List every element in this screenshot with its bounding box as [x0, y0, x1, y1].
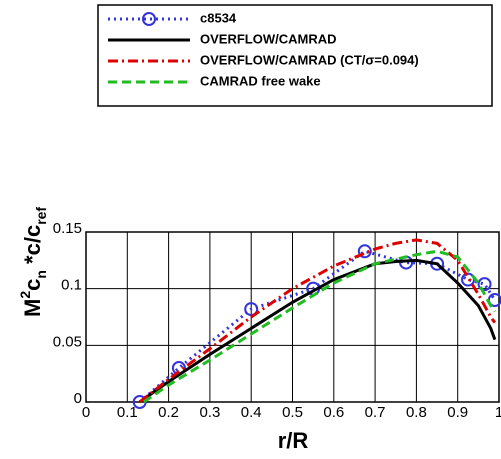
y-label-part: 2: [17, 291, 33, 299]
x-tick-label: 0.7: [365, 404, 386, 421]
y-label-part: *c/c: [20, 225, 45, 270]
x-tick-label: 1: [495, 404, 501, 421]
x-tick-label: 0.5: [282, 404, 303, 421]
legend-box: [97, 4, 493, 107]
y-label-part: ref: [33, 207, 49, 225]
y-tick-label: 0.05: [53, 333, 82, 350]
x-tick-label: 0.4: [241, 404, 262, 421]
legend-marker: [142, 12, 156, 26]
x-tick-label: 0.6: [323, 404, 344, 421]
legend-label: OVERFLOW/CAMRAD: [200, 31, 337, 46]
data-point: [357, 244, 372, 259]
y-label-part: c: [20, 279, 45, 291]
legend-label: CAMRAD free wake: [200, 73, 321, 88]
legend-label: c8534: [200, 10, 237, 25]
series-line: [142, 249, 497, 404]
series-line: [138, 238, 497, 404]
series-line: [138, 249, 497, 404]
data-point: [461, 272, 476, 287]
series-line: [138, 258, 497, 404]
y-axis-label: M2cn *c/cref: [17, 207, 49, 317]
x-tick-label: 0.1: [117, 404, 138, 421]
data-point: [244, 302, 259, 317]
plot-frame: [85, 231, 500, 403]
legend-label: OVERFLOW/CAMRAD (CT/σ=0.094): [200, 52, 419, 67]
x-tick-label: 0.9: [447, 404, 468, 421]
x-axis-label: r/R: [278, 428, 309, 453]
y-tick-label: 0.1: [61, 277, 82, 294]
y-label-part: n: [33, 270, 49, 279]
y-tick-label: 0.15: [53, 220, 82, 237]
x-tick-label: 0.8: [406, 404, 427, 421]
x-tick-label: 0: [82, 404, 90, 421]
data-point: [477, 277, 492, 292]
x-tick-label: 0.3: [199, 404, 220, 421]
y-label-part: M: [20, 299, 45, 317]
y-tick-label: 0: [74, 390, 82, 407]
x-tick-label: 0.2: [158, 404, 179, 421]
